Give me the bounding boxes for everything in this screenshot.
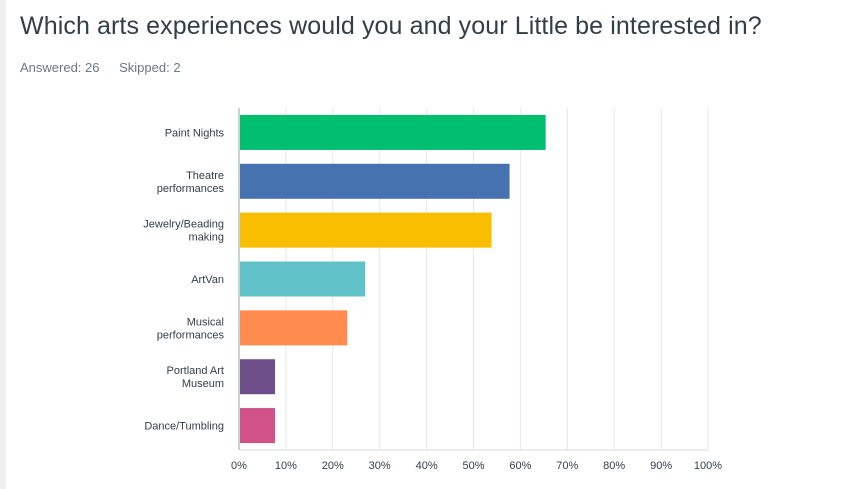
- x-tick-label: 20%: [322, 460, 344, 472]
- bar: [240, 114, 546, 150]
- category-label: Jewelry/Beading: [143, 219, 224, 231]
- category-label: Musical: [187, 316, 224, 328]
- category-label: making: [189, 232, 224, 244]
- category-label: Dance/Tumbling: [144, 421, 224, 433]
- bar: [240, 261, 366, 297]
- category-labels: Paint NightsTheatreperformancesJewelry/B…: [143, 127, 224, 432]
- bar: [240, 310, 348, 346]
- skipped-count: Skipped: 2: [119, 60, 181, 75]
- bar: [240, 408, 276, 444]
- x-tick-label: 30%: [369, 460, 391, 472]
- answered-count: Answered: 26: [20, 60, 100, 75]
- category-label: performances: [157, 329, 225, 341]
- category-label: performances: [157, 183, 225, 195]
- category-label: Museum: [182, 378, 224, 390]
- bar: [240, 212, 492, 248]
- x-tick-label: 50%: [462, 460, 484, 472]
- x-tick-label: 80%: [603, 460, 625, 472]
- grid: [238, 108, 709, 451]
- x-axis-ticks: 0% 10% 20% 30% 40% 50% 60% 70% 80% 90% 100%: [231, 460, 722, 472]
- response-stats: Answered: 26 Skipped: 2: [20, 60, 197, 75]
- question-title: Which arts experiences would you and you…: [20, 12, 762, 40]
- category-label: Paint Nights: [165, 127, 225, 139]
- x-tick-label: 90%: [650, 460, 672, 472]
- category-label: ArtVan: [191, 274, 224, 286]
- bar: [240, 359, 276, 395]
- bars: [240, 114, 546, 444]
- x-tick-label: 0%: [231, 460, 247, 472]
- category-label: Theatre: [186, 170, 224, 182]
- x-tick-label: 60%: [509, 460, 531, 472]
- category-label: Portland Art: [167, 365, 224, 377]
- page-left-edge: [0, 0, 6, 489]
- bar: [240, 163, 510, 199]
- x-tick-label: 10%: [275, 460, 297, 472]
- x-tick-label: 70%: [556, 460, 578, 472]
- x-tick-label: 40%: [416, 460, 438, 472]
- x-tick-label: 100%: [694, 460, 722, 472]
